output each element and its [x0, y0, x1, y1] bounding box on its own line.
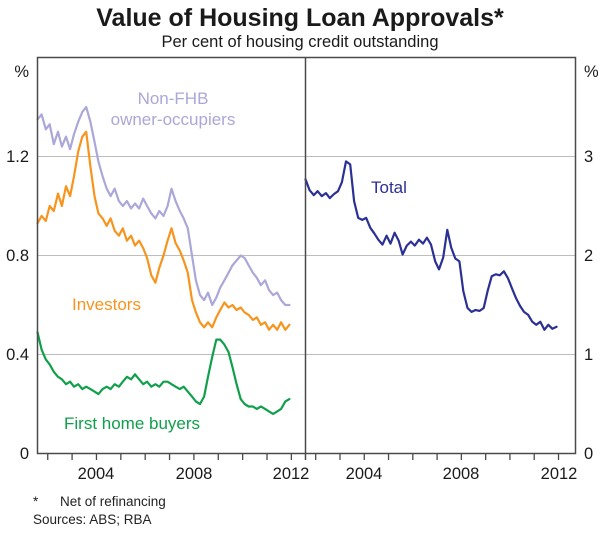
- footnote-block: * Net of refinancing Sources: ABS; RBA: [33, 493, 166, 528]
- y-tick-label-right-1: 1: [584, 346, 594, 364]
- series-line-non-fhb-owner-occupiers: [36, 105, 291, 307]
- series-label-non-fhb-owner-occupiers: Non-FHB owner-occupiers: [93, 88, 253, 130]
- y-tick-label-left-0.8: 0.8: [6, 247, 29, 265]
- y-tick-label-right-3: 3: [584, 148, 594, 166]
- y-axis-unit-right: %: [584, 63, 599, 81]
- y-tick-label-right-0: 0: [584, 445, 594, 463]
- x-tick-label-left-2012: 2012: [272, 465, 310, 483]
- y-tick-label-right-2: 2: [584, 247, 594, 265]
- series-label-non-fhb-line1: Non-FHB: [137, 89, 209, 108]
- y-tick-label-left-1.2: 1.2: [6, 148, 29, 166]
- x-tick-label-right-2012: 2012: [540, 465, 578, 483]
- x-tick-label-left-2004: 2004: [77, 465, 115, 483]
- series-label-non-fhb-line2: owner-occupiers: [110, 110, 236, 129]
- chart-title: Value of Housing Loan Approvals*: [96, 4, 504, 32]
- x-tick-label-right-2004: 2004: [345, 465, 383, 483]
- footnote-line: * Net of refinancing: [33, 493, 166, 511]
- y-tick-label-left-0: 0: [19, 445, 29, 463]
- series-label-total: Total: [371, 178, 407, 197]
- x-tick-label-left-2008: 2008: [175, 465, 213, 483]
- plot-frame: [36, 56, 577, 455]
- series-label-investors: Investors: [72, 295, 141, 314]
- footnote-text: Net of refinancing: [60, 494, 166, 509]
- series-line-first-home-buyers: [36, 331, 291, 415]
- sources-line: Sources: ABS; RBA: [33, 511, 152, 527]
- series-line-total: [304, 160, 558, 331]
- y-axis-unit-left: %: [14, 63, 29, 81]
- y-tick-label-left-0.4: 0.4: [6, 346, 29, 364]
- series-line-investors: [36, 130, 291, 331]
- footnote-symbol: *: [33, 494, 39, 509]
- x-tick-label-right-2008: 2008: [442, 465, 480, 483]
- series-label-first-home-buyers: First home buyers: [64, 414, 201, 433]
- chart-subtitle: Per cent of housing credit outstanding: [161, 33, 439, 51]
